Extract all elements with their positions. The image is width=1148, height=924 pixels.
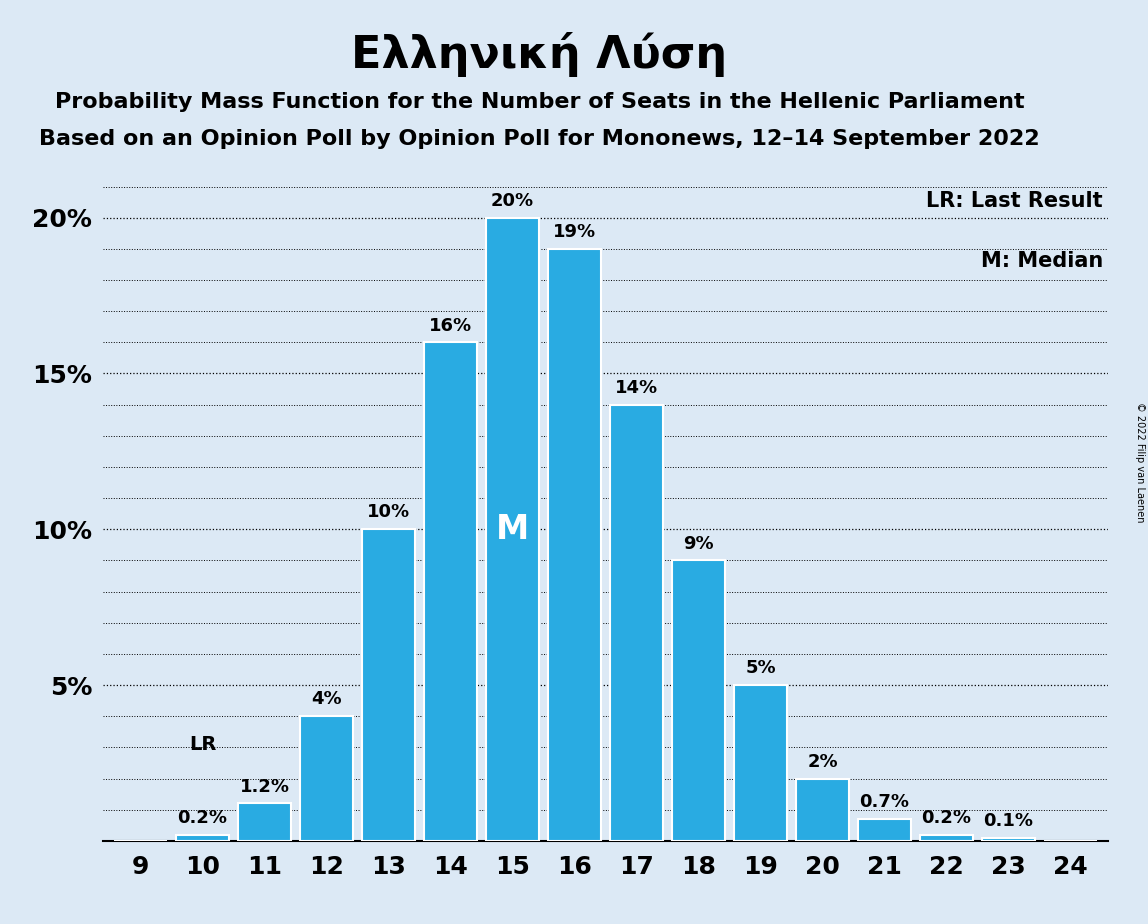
Text: 10%: 10%: [367, 504, 410, 521]
Text: Based on an Opinion Poll by Opinion Poll for Mononews, 12–14 September 2022: Based on an Opinion Poll by Opinion Poll…: [39, 129, 1040, 150]
Text: 19%: 19%: [553, 223, 596, 241]
Text: LR: LR: [188, 735, 216, 754]
Bar: [921, 834, 974, 841]
Bar: [363, 529, 414, 841]
Bar: [176, 834, 228, 841]
Text: Ελληνική Λύση: Ελληνική Λύση: [351, 32, 728, 78]
Bar: [549, 249, 600, 841]
Text: 2%: 2%: [807, 753, 838, 771]
Bar: [238, 804, 290, 841]
Bar: [735, 685, 786, 841]
Bar: [300, 716, 352, 841]
Text: M: Median: M: Median: [980, 251, 1103, 272]
Text: LR: Last Result: LR: Last Result: [926, 191, 1103, 211]
Bar: [487, 218, 538, 841]
Text: 0.7%: 0.7%: [860, 793, 909, 811]
Bar: [425, 342, 476, 841]
Bar: [611, 405, 662, 841]
Text: 0.1%: 0.1%: [984, 812, 1033, 830]
Text: 5%: 5%: [745, 659, 776, 677]
Text: 4%: 4%: [311, 690, 342, 709]
Text: 14%: 14%: [615, 379, 658, 396]
Bar: [797, 779, 848, 841]
Bar: [673, 561, 724, 841]
Text: M: M: [496, 513, 529, 546]
Text: 20%: 20%: [491, 192, 534, 210]
Bar: [983, 838, 1035, 841]
Text: 9%: 9%: [683, 535, 714, 553]
Text: 0.2%: 0.2%: [922, 808, 971, 827]
Text: 16%: 16%: [429, 317, 472, 334]
Text: Probability Mass Function for the Number of Seats in the Hellenic Parliament: Probability Mass Function for the Number…: [55, 92, 1024, 113]
Text: 0.2%: 0.2%: [178, 808, 227, 827]
Text: © 2022 Filip van Laenen: © 2022 Filip van Laenen: [1135, 402, 1145, 522]
Text: 1.2%: 1.2%: [240, 778, 289, 796]
Bar: [859, 819, 912, 841]
